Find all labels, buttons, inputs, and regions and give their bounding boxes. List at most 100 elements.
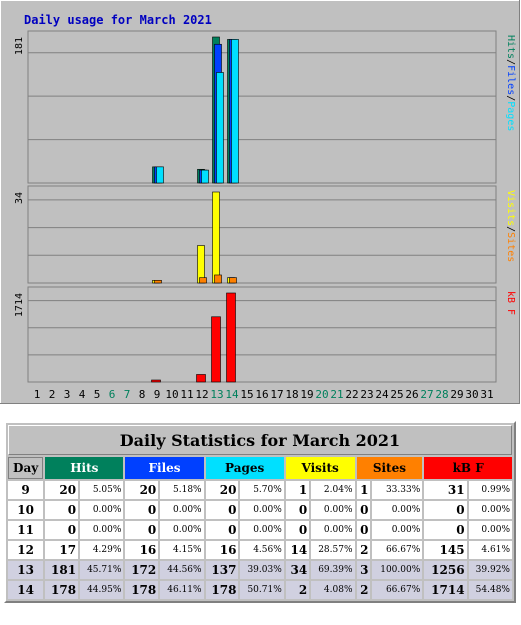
- bar-kb-f-day-13: [211, 316, 221, 383]
- header-pages: Pages: [205, 457, 284, 479]
- bar-visits-day-13: [212, 191, 220, 284]
- cell-pages-percent: 5.70%: [240, 481, 284, 499]
- legend-separator: /: [505, 226, 516, 232]
- legend-pages: Pages: [505, 101, 516, 131]
- x-tick-label-day-22: 22: [345, 388, 358, 401]
- cell-pages: 16: [205, 541, 239, 559]
- cell-visits: 0: [285, 521, 310, 539]
- cell-files: 0: [125, 501, 159, 519]
- cell-pages: 0: [205, 521, 239, 539]
- daily-usage-chart: Daily usage for March 2021 181 Hits/Files…: [0, 0, 520, 404]
- x-tick-label-day-2: 2: [49, 388, 56, 401]
- x-tick-label-day-1: 1: [34, 388, 41, 401]
- cell-visits-percent: 2.04%: [311, 481, 355, 499]
- legend-hits: Hits: [505, 35, 516, 59]
- cell-hits-percent: 44.95%: [80, 581, 124, 599]
- panel-legend: Visits/Sites: [505, 190, 516, 262]
- panel-max-label: 34: [14, 192, 25, 204]
- bar-sites-day-14: [229, 277, 237, 284]
- cell-pages: 20: [205, 481, 239, 499]
- cell-hits-percent: 4.29%: [80, 541, 124, 559]
- cell-hits-percent: 45.71%: [80, 561, 124, 579]
- x-tick-label-day-10: 10: [165, 388, 178, 401]
- cell-hits-percent: 5.05%: [80, 481, 124, 499]
- cell-files-percent: 44.56%: [160, 561, 204, 579]
- cell-hits: 181: [45, 561, 79, 579]
- cell-visits-percent: 0.00%: [311, 501, 355, 519]
- row-day: 9: [8, 481, 44, 499]
- cell-kb-percent: 39.92%: [468, 561, 512, 579]
- cell-sites: 2: [356, 541, 371, 559]
- x-tick-label-day-6: 6: [109, 388, 116, 401]
- panel-legend: kB F: [505, 291, 516, 315]
- x-tick-label-day-28: 28: [435, 388, 448, 401]
- cell-visits: 14: [285, 541, 310, 559]
- x-tick-label-day-13: 13: [210, 388, 223, 401]
- bar-pages-day-12: [201, 169, 209, 184]
- bar-sites-day-13: [214, 274, 222, 284]
- table-row: 14 178 44.95% 178 46.11% 178 50.71% 2 4.08% 2 66.6…: [8, 581, 512, 599]
- cell-kb: 0: [424, 501, 467, 519]
- bar-kb-f-day-14: [226, 292, 236, 383]
- cell-hits: 0: [45, 501, 79, 519]
- cell-kb: 0: [424, 521, 467, 539]
- bar-pages-day-13: [216, 72, 224, 184]
- x-tick-label-day-11: 11: [180, 388, 193, 401]
- cell-pages-percent: 0.00%: [240, 501, 284, 519]
- legend-kb-f: kB F: [505, 291, 516, 315]
- cell-kb-percent: 54.48%: [468, 581, 512, 599]
- x-tick-label-day-12: 12: [195, 388, 208, 401]
- cell-files-percent: 4.15%: [160, 541, 204, 559]
- daily-statistics-table: Daily Statistics for March 2021 Day Hits…: [4, 421, 516, 603]
- cell-visits: 1: [285, 481, 310, 499]
- x-tick-label-day-29: 29: [450, 388, 463, 401]
- cell-files-percent: 5.18%: [160, 481, 204, 499]
- header-visits: Visits: [285, 457, 355, 479]
- cell-visits-percent: 4.08%: [311, 581, 355, 599]
- cell-sites: 0: [356, 501, 371, 519]
- chart-panel-0: [27, 30, 497, 184]
- cell-sites-percent: 100.00%: [372, 561, 423, 579]
- table-row: 11 0 0.00% 0 0.00% 0 0.00% 0 0.00% 0 0.00% 0 0.00%: [8, 521, 512, 539]
- x-tick-label-day-4: 4: [79, 388, 86, 401]
- cell-kb-percent: 0.99%: [468, 481, 512, 499]
- header-hits: Hits: [45, 457, 124, 479]
- x-tick-label-day-9: 9: [154, 388, 161, 401]
- row-day: 12: [8, 541, 44, 559]
- cell-pages-percent: 50.71%: [240, 581, 284, 599]
- cell-files: 178: [125, 581, 159, 599]
- cell-kb-percent: 0.00%: [468, 521, 512, 539]
- x-tick-label-day-5: 5: [94, 388, 101, 401]
- cell-files: 20: [125, 481, 159, 499]
- x-tick-label-day-14: 14: [225, 388, 239, 401]
- cell-kb: 31: [424, 481, 467, 499]
- chart-panel-1: [27, 185, 497, 284]
- cell-visits-percent: 0.00%: [311, 521, 355, 539]
- header-files: Files: [125, 457, 204, 479]
- cell-pages: 178: [205, 581, 239, 599]
- x-tick-label-day-20: 20: [315, 388, 328, 401]
- x-tick-label-day-16: 16: [255, 388, 268, 401]
- panel-legend: Hits/Files/Pages: [505, 35, 516, 131]
- legend-separator: /: [505, 59, 516, 65]
- legend-sites: Sites: [505, 232, 516, 262]
- header-day: Day: [8, 457, 44, 479]
- cell-sites-percent: 33.33%: [372, 481, 423, 499]
- cell-pages-percent: 0.00%: [240, 521, 284, 539]
- header-sites: Sites: [356, 457, 423, 479]
- panel-max-label: 1714: [14, 293, 25, 317]
- row-day: 11: [8, 521, 44, 539]
- cell-hits: 178: [45, 581, 79, 599]
- cell-files: 16: [125, 541, 159, 559]
- table-title: Daily Statistics for March 2021: [8, 425, 512, 455]
- cell-files-percent: 0.00%: [160, 521, 204, 539]
- x-tick-label-day-31: 31: [480, 388, 493, 401]
- cell-pages-percent: 39.03%: [240, 561, 284, 579]
- legend-files: Files: [505, 65, 516, 95]
- cell-kb: 1256: [424, 561, 467, 579]
- cell-hits-percent: 0.00%: [80, 501, 124, 519]
- legend-separator: /: [505, 95, 516, 101]
- row-day: 10: [8, 501, 44, 519]
- table-row: 13 181 45.71% 172 44.56% 137 39.03% 34 69.39% 3 10…: [8, 561, 512, 579]
- x-tick-label-day-17: 17: [270, 388, 283, 401]
